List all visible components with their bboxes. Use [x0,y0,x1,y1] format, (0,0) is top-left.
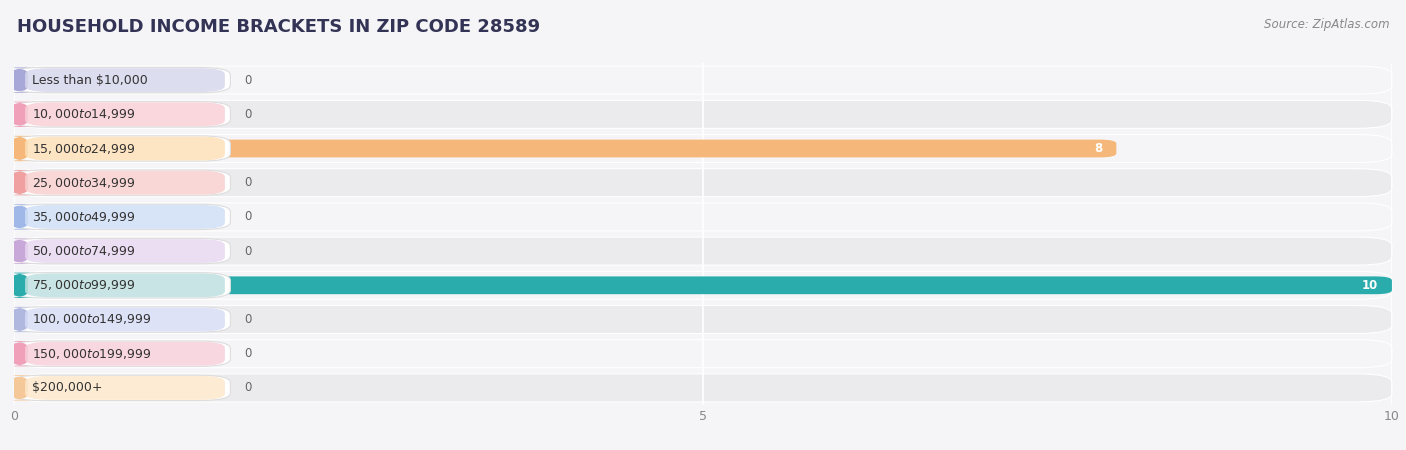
Text: $100,000 to $149,999: $100,000 to $149,999 [32,312,152,327]
FancyBboxPatch shape [11,136,231,161]
FancyBboxPatch shape [14,135,1392,162]
Text: $150,000 to $199,999: $150,000 to $199,999 [32,346,152,361]
FancyBboxPatch shape [25,136,225,161]
Text: $10,000 to $14,999: $10,000 to $14,999 [32,107,135,122]
FancyBboxPatch shape [11,375,231,401]
FancyBboxPatch shape [11,204,231,230]
Text: 8: 8 [1094,142,1102,155]
FancyBboxPatch shape [3,102,37,127]
FancyBboxPatch shape [25,376,225,400]
Text: 0: 0 [245,74,252,86]
FancyBboxPatch shape [14,374,1392,402]
Text: $200,000+: $200,000+ [32,382,103,394]
FancyBboxPatch shape [25,68,225,92]
FancyBboxPatch shape [11,102,231,127]
FancyBboxPatch shape [14,66,1392,94]
FancyBboxPatch shape [3,375,37,401]
Text: $15,000 to $24,999: $15,000 to $24,999 [32,141,135,156]
Text: Source: ZipAtlas.com: Source: ZipAtlas.com [1264,18,1389,31]
FancyBboxPatch shape [11,238,231,264]
FancyBboxPatch shape [25,171,225,195]
FancyBboxPatch shape [14,340,1392,368]
FancyBboxPatch shape [11,307,231,332]
FancyBboxPatch shape [25,205,225,229]
Text: 0: 0 [245,245,252,257]
FancyBboxPatch shape [11,273,231,298]
FancyBboxPatch shape [11,68,231,93]
FancyBboxPatch shape [3,273,37,298]
FancyBboxPatch shape [3,68,37,93]
Text: $35,000 to $49,999: $35,000 to $49,999 [32,210,135,224]
FancyBboxPatch shape [14,276,1392,294]
Text: 0: 0 [245,176,252,189]
FancyBboxPatch shape [25,102,225,126]
Text: 0: 0 [245,382,252,394]
FancyBboxPatch shape [14,100,1392,128]
Text: 0: 0 [245,211,252,223]
FancyBboxPatch shape [3,170,37,195]
FancyBboxPatch shape [14,169,1392,197]
Text: HOUSEHOLD INCOME BRACKETS IN ZIP CODE 28589: HOUSEHOLD INCOME BRACKETS IN ZIP CODE 28… [17,18,540,36]
Text: 0: 0 [245,313,252,326]
FancyBboxPatch shape [3,307,37,332]
FancyBboxPatch shape [14,237,1392,265]
FancyBboxPatch shape [14,140,1116,158]
FancyBboxPatch shape [11,341,231,366]
FancyBboxPatch shape [25,307,225,332]
FancyBboxPatch shape [25,342,225,366]
Text: $75,000 to $99,999: $75,000 to $99,999 [32,278,135,293]
FancyBboxPatch shape [11,170,231,195]
FancyBboxPatch shape [3,204,37,230]
FancyBboxPatch shape [25,273,225,297]
FancyBboxPatch shape [3,341,37,366]
Text: $25,000 to $34,999: $25,000 to $34,999 [32,176,135,190]
Text: 0: 0 [245,108,252,121]
Text: 10: 10 [1362,279,1378,292]
FancyBboxPatch shape [25,239,225,263]
Text: Less than $10,000: Less than $10,000 [32,74,148,86]
Text: 0: 0 [245,347,252,360]
FancyBboxPatch shape [14,306,1392,333]
FancyBboxPatch shape [3,238,37,264]
FancyBboxPatch shape [14,203,1392,231]
FancyBboxPatch shape [3,136,37,161]
FancyBboxPatch shape [14,271,1392,299]
Text: $50,000 to $74,999: $50,000 to $74,999 [32,244,135,258]
